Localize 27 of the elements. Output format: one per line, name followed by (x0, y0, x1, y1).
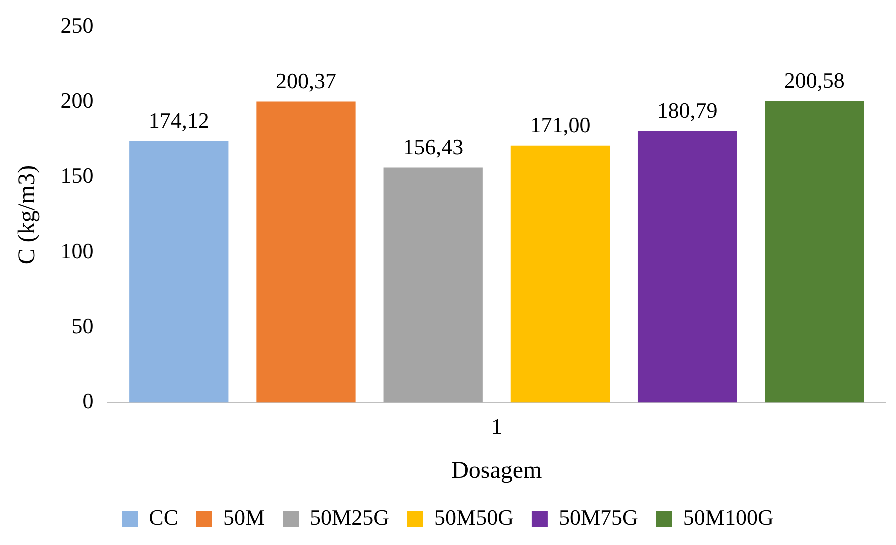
bar (638, 131, 738, 403)
x-axis-title: Dosagem (452, 458, 543, 484)
y-tick-label: 200 (60, 88, 94, 114)
y-tick-label: 50 (72, 313, 94, 338)
bar (384, 168, 483, 403)
y-axis-title: C (kg/m3) (14, 165, 41, 265)
legend-label: CC (149, 504, 179, 530)
bar (256, 102, 356, 403)
legend-label: 50M100G (683, 504, 774, 530)
data-label: 200,58 (784, 68, 845, 94)
data-label: 156,43 (403, 134, 464, 160)
data-label: 180,79 (657, 98, 718, 123)
legend-label: 50M25G (310, 504, 390, 530)
y-tick-label: 250 (60, 12, 94, 38)
bar (765, 101, 864, 403)
data-label: 174,12 (148, 108, 210, 133)
data-label: 200,37 (276, 68, 336, 94)
y-tick-label: 100 (60, 238, 94, 264)
legend-label: 50M50G (434, 504, 514, 530)
data-label: 171,00 (530, 112, 591, 138)
legend-label: 50M75G (558, 504, 639, 530)
y-tick-label: 150 (60, 163, 94, 188)
y-tick-label: 0 (82, 388, 94, 414)
legend-label: 50M (223, 504, 266, 530)
bar (130, 141, 229, 403)
x-tick-label: 1 (491, 414, 502, 439)
bar (510, 146, 610, 403)
